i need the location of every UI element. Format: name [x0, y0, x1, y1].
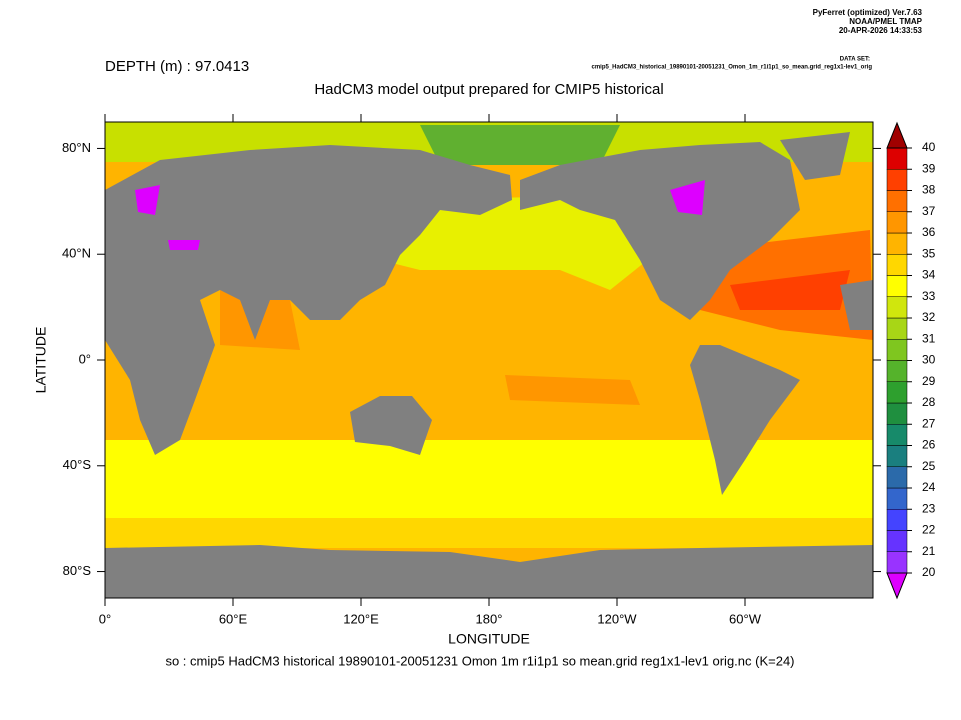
colorbar-label: 21 — [922, 544, 936, 558]
sea — [135, 185, 160, 215]
y-axis-label: LATITUDE — [33, 327, 49, 394]
x-tick-label: 60°E — [219, 611, 248, 626]
ocean — [380, 195, 660, 290]
colorbar-bin — [886, 445, 908, 467]
y-tick-label: 40°N — [62, 246, 91, 261]
colorbar-label: 26 — [922, 438, 936, 452]
colorbar-label: 24 — [922, 480, 936, 494]
colorbar-label: 20 — [922, 565, 936, 579]
chart-title: HadCM3 model output prepared for CMIP5 h… — [314, 81, 663, 98]
subtitle: DEPTH (m) : 97.0413 — [105, 58, 249, 75]
colorbar-bin — [886, 530, 908, 552]
colorbar-label: 22 — [922, 523, 936, 537]
colorbar-over — [886, 121, 908, 149]
y-tick-label: 0° — [79, 351, 91, 366]
land — [105, 545, 873, 598]
land — [840, 280, 873, 330]
colorbar-label: 39 — [922, 161, 936, 175]
colorbar-label: 32 — [922, 310, 936, 324]
colorbar-label: 35 — [922, 246, 936, 260]
program: PyFerret (optimized) Ver.7.63 — [813, 8, 923, 17]
colorbar-bin — [886, 147, 908, 170]
colorbar-bin — [886, 551, 908, 574]
sea — [670, 180, 705, 215]
colorbar-label: 31 — [922, 331, 936, 345]
date: 20-APR-2026 14:33:53 — [839, 26, 923, 35]
sea — [168, 240, 200, 250]
colorbar-bin — [886, 296, 908, 319]
colorbar-bin — [886, 339, 908, 361]
colorbar-bin — [886, 232, 908, 255]
x-tick-label: 0° — [99, 611, 111, 626]
colorbar-label: 23 — [922, 501, 936, 515]
ocean — [505, 375, 640, 405]
y-tick-label: 80°S — [63, 563, 92, 578]
x-tick-label: 120°W — [597, 611, 637, 626]
ocean — [420, 125, 620, 165]
land — [690, 345, 800, 495]
ocean — [105, 440, 873, 518]
dataset: cmip5_HadCM3_historical_19890101-2005123… — [592, 65, 873, 71]
colorbar-bin — [886, 402, 908, 425]
land — [780, 132, 850, 180]
colorbar-label: 30 — [922, 353, 936, 367]
x-axis-label: LONGITUDE — [448, 631, 530, 647]
colorbar-bin — [886, 381, 908, 404]
colorbar-bin — [886, 211, 908, 234]
colorbar-bin — [886, 169, 908, 191]
land — [520, 142, 800, 320]
colorbar-bin — [886, 275, 908, 297]
y-tick-label: 80°N — [62, 140, 91, 155]
map-field — [105, 122, 873, 598]
footer: so : cmip5 HadCM3 historical 19890101-20… — [165, 653, 794, 668]
colorbar-label: 25 — [922, 459, 936, 473]
ocean — [730, 270, 850, 310]
colorbar-bin — [886, 466, 908, 489]
land — [105, 145, 512, 455]
x-tick-label: 180° — [476, 611, 503, 626]
land — [350, 396, 432, 455]
colorbar-label: 27 — [922, 416, 936, 430]
x-tick-label: 120°E — [343, 611, 379, 626]
ocean — [105, 518, 873, 548]
colorbar-label: 36 — [922, 225, 936, 239]
colorbar-bin — [886, 190, 908, 212]
y-tick-label: 40°S — [63, 457, 92, 472]
x-tick-label: 60°W — [729, 611, 762, 626]
colorbar-bin — [886, 424, 908, 446]
colorbar-bin — [886, 509, 908, 531]
colorbar-bin — [886, 360, 908, 382]
colorbar-bin — [886, 317, 908, 340]
colorbar-label: 38 — [922, 183, 936, 197]
colorbar-label: 34 — [922, 268, 936, 282]
dataset-label: DATA SET: — [840, 57, 870, 63]
colorbar-under — [886, 572, 908, 600]
colorbar-label: 33 — [922, 289, 936, 303]
colorbar-label: 28 — [922, 395, 936, 409]
colorbar-label: 37 — [922, 204, 936, 218]
colorbar-label: 40 — [922, 140, 936, 154]
org: NOAA/PMEL TMAP — [849, 17, 922, 26]
colorbar-label: 29 — [922, 374, 936, 388]
colorbar-bin — [886, 254, 908, 276]
colorbar-bin — [886, 487, 908, 510]
